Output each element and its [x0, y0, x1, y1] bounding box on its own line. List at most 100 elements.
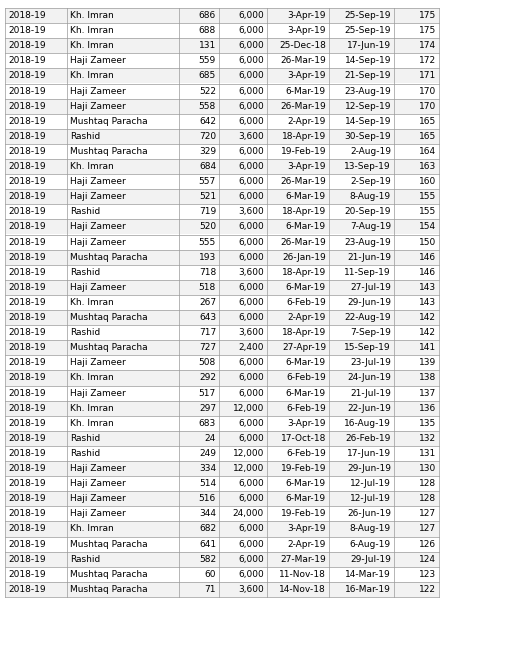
Text: Mushtaq Paracha: Mushtaq Paracha	[70, 147, 148, 156]
Text: 2018-19: 2018-19	[8, 26, 45, 35]
Text: 6,000: 6,000	[238, 86, 264, 96]
Text: 2018-19: 2018-19	[8, 268, 45, 277]
Bar	[5, 23, 439, 38]
Text: 6,000: 6,000	[238, 162, 264, 171]
Text: 6-Mar-19: 6-Mar-19	[286, 86, 326, 96]
Text: 2018-19: 2018-19	[8, 86, 45, 96]
Text: 6,000: 6,000	[238, 313, 264, 322]
Text: 6,000: 6,000	[238, 419, 264, 428]
Text: 2018-19: 2018-19	[8, 192, 45, 202]
Text: Rashid: Rashid	[70, 434, 100, 443]
Text: 16-Aug-19: 16-Aug-19	[344, 419, 391, 428]
Text: 6,000: 6,000	[238, 147, 264, 156]
Text: Kh. Imran: Kh. Imran	[70, 72, 114, 81]
Text: 172: 172	[419, 57, 436, 66]
Text: 150: 150	[419, 237, 436, 246]
Text: 718: 718	[199, 268, 216, 277]
Text: 128: 128	[419, 479, 436, 488]
Text: 175: 175	[419, 11, 436, 20]
Text: 26-Jun-19: 26-Jun-19	[347, 510, 391, 518]
Text: 2018-19: 2018-19	[8, 41, 45, 50]
Text: 2018-19: 2018-19	[8, 253, 45, 262]
Text: 727: 727	[199, 343, 216, 352]
Text: 131: 131	[199, 41, 216, 50]
Text: 12-Sep-19: 12-Sep-19	[344, 101, 391, 111]
Text: 2018-19: 2018-19	[8, 237, 45, 246]
Text: 6,000: 6,000	[238, 570, 264, 578]
Text: 6,000: 6,000	[238, 525, 264, 534]
Text: 720: 720	[199, 132, 216, 141]
Text: 27-Apr-19: 27-Apr-19	[282, 343, 326, 352]
Text: 22-Jun-19: 22-Jun-19	[347, 404, 391, 413]
Text: 6-Mar-19: 6-Mar-19	[286, 192, 326, 202]
Text: 6-Mar-19: 6-Mar-19	[286, 222, 326, 231]
Text: 522: 522	[199, 86, 216, 96]
Bar	[5, 159, 439, 174]
Text: 20-Sep-19: 20-Sep-19	[344, 207, 391, 216]
Text: 29-Jun-19: 29-Jun-19	[347, 298, 391, 307]
Text: 131: 131	[419, 449, 436, 458]
Text: 3-Apr-19: 3-Apr-19	[288, 525, 326, 534]
Text: 6-Feb-19: 6-Feb-19	[286, 298, 326, 307]
Text: 2018-19: 2018-19	[8, 540, 45, 549]
Text: 193: 193	[199, 253, 216, 262]
Text: 2018-19: 2018-19	[8, 434, 45, 443]
Text: 19-Feb-19: 19-Feb-19	[281, 147, 326, 156]
Text: 3-Apr-19: 3-Apr-19	[288, 26, 326, 35]
Text: 14-Mar-19: 14-Mar-19	[345, 570, 391, 578]
Text: 18-Apr-19: 18-Apr-19	[282, 132, 326, 141]
Text: Mushtaq Paracha: Mushtaq Paracha	[70, 343, 148, 352]
Text: 2-Aug-19: 2-Aug-19	[350, 147, 391, 156]
Text: 2018-19: 2018-19	[8, 328, 45, 337]
Text: 15-Sep-19: 15-Sep-19	[344, 343, 391, 352]
Bar	[5, 189, 439, 204]
Text: 7-Sep-19: 7-Sep-19	[350, 328, 391, 337]
Text: 146: 146	[419, 253, 436, 262]
Text: 3-Apr-19: 3-Apr-19	[288, 419, 326, 428]
Text: 143: 143	[419, 298, 436, 307]
Text: Kh. Imran: Kh. Imran	[70, 298, 114, 307]
Bar	[5, 370, 439, 385]
Text: 2018-19: 2018-19	[8, 117, 45, 125]
Text: Kh. Imran: Kh. Imran	[70, 11, 114, 20]
Text: 127: 127	[419, 525, 436, 534]
Text: Haji Zameer: Haji Zameer	[70, 192, 126, 202]
Text: 8-Aug-19: 8-Aug-19	[350, 525, 391, 534]
Text: 719: 719	[199, 207, 216, 216]
Text: 555: 555	[199, 237, 216, 246]
Text: 26-Jan-19: 26-Jan-19	[282, 253, 326, 262]
Text: 3-Apr-19: 3-Apr-19	[288, 11, 326, 20]
Text: 2018-19: 2018-19	[8, 389, 45, 398]
Text: 2-Apr-19: 2-Apr-19	[288, 117, 326, 125]
Text: 3-Apr-19: 3-Apr-19	[288, 72, 326, 81]
Text: 717: 717	[199, 328, 216, 337]
Text: 25-Sep-19: 25-Sep-19	[344, 11, 391, 20]
Text: 2018-19: 2018-19	[8, 57, 45, 66]
Text: 71: 71	[204, 585, 216, 594]
Text: 12-Jul-19: 12-Jul-19	[350, 494, 391, 503]
Text: 175: 175	[419, 26, 436, 35]
Text: 23-Aug-19: 23-Aug-19	[344, 237, 391, 246]
Text: 7-Aug-19: 7-Aug-19	[350, 222, 391, 231]
Text: 12,000: 12,000	[233, 404, 264, 413]
Text: 164: 164	[419, 147, 436, 156]
Bar	[5, 144, 439, 159]
Text: 6,000: 6,000	[238, 222, 264, 231]
Text: 123: 123	[419, 570, 436, 578]
Text: Mushtaq Paracha: Mushtaq Paracha	[70, 313, 148, 322]
Bar	[5, 476, 439, 491]
Bar	[5, 38, 439, 53]
Text: 6-Mar-19: 6-Mar-19	[286, 358, 326, 367]
Text: Kh. Imran: Kh. Imran	[70, 419, 114, 428]
Text: 688: 688	[199, 26, 216, 35]
Bar	[5, 53, 439, 68]
Text: 6-Feb-19: 6-Feb-19	[286, 404, 326, 413]
Text: 155: 155	[419, 192, 436, 202]
Bar	[5, 250, 439, 265]
Text: 12-Jul-19: 12-Jul-19	[350, 479, 391, 488]
Text: 582: 582	[199, 554, 216, 564]
Bar	[5, 99, 439, 114]
Text: 3,600: 3,600	[238, 585, 264, 594]
Text: Rashid: Rashid	[70, 268, 100, 277]
Text: 155: 155	[419, 207, 436, 216]
